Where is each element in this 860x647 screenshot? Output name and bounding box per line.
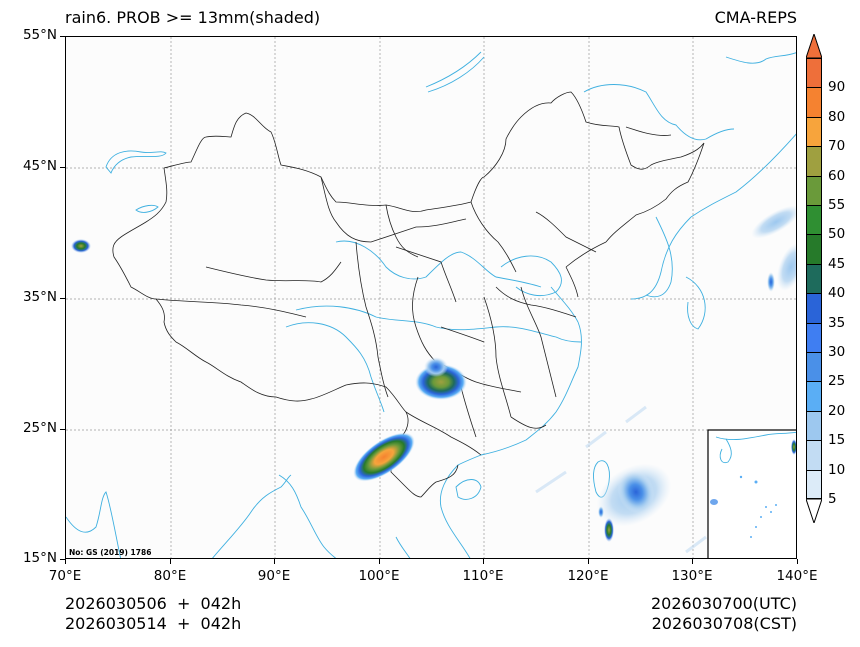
init-time-block: 2026030506 + 042h 2026030514 + 042h <box>65 594 241 634</box>
colorbar-level-label: 90 <box>828 79 846 96</box>
y-tick-mark <box>60 298 65 299</box>
borders <box>112 91 705 498</box>
valid-time-block: 2026030700(UTC) 2026030708(CST) <box>651 594 797 634</box>
model-name: CMA-REPS <box>714 8 797 27</box>
colorbar-segment <box>806 293 822 323</box>
south-china-sea-inset <box>707 429 796 558</box>
colorbar-segment <box>806 469 822 499</box>
colorbar-level-label: 5 <box>828 491 837 507</box>
colorbar-segment <box>806 381 822 411</box>
colorbar-level-label: 45 <box>828 255 846 272</box>
x-tick-label: 70°E <box>48 568 82 584</box>
colorbar-max-extend-arrow <box>806 34 822 58</box>
x-tick-label: 110°E <box>462 568 504 584</box>
x-tick-label: 90°E <box>257 568 291 584</box>
y-tick-mark <box>60 429 65 430</box>
colorbar-segment <box>806 322 822 352</box>
init-time-utc: 2026030506 + 042h <box>65 594 242 613</box>
colorbar-min-extend-arrow <box>806 499 822 523</box>
map-approval-credit: No: GS (2019) 1786 <box>69 548 152 557</box>
colorbar-segment <box>806 234 822 264</box>
coastlines-rivers <box>66 51 796 558</box>
x-tick-mark <box>379 559 380 564</box>
colorbar-segment <box>806 263 822 294</box>
x-tick-label: 80°E <box>153 568 187 584</box>
precip-shading <box>71 205 796 554</box>
colorbar-level-label: 80 <box>828 108 846 125</box>
y-tick-mark <box>60 559 65 560</box>
x-tick-label: 140°E <box>776 568 818 584</box>
colorbar-level-label: 40 <box>828 285 846 302</box>
colorbar-level-label: 10 <box>828 461 846 478</box>
x-tick-mark <box>692 559 693 564</box>
x-tick-mark <box>274 559 275 564</box>
colorbar-segment <box>806 146 822 176</box>
colorbar-level-label: 55 <box>828 197 846 213</box>
colorbar-level-label: 50 <box>828 226 846 243</box>
map-plot-area <box>65 36 797 559</box>
y-tick-mark <box>60 36 65 37</box>
colorbar-segment <box>806 87 822 117</box>
colorbar-level-label: 20 <box>828 402 846 419</box>
y-tick-label: 25°N <box>22 420 57 436</box>
colorbar-segment <box>806 205 822 235</box>
chart-title: rain6. PROB >= 13mm(shaded) <box>65 8 321 27</box>
x-tick-mark <box>797 559 798 564</box>
colorbar-segment <box>806 116 822 147</box>
colorbar-level-label: 60 <box>828 167 846 184</box>
y-tick-label: 15°N <box>22 550 57 566</box>
gridlines <box>66 37 796 558</box>
x-tick-mark <box>65 559 66 564</box>
colorbar-level-label: 35 <box>828 314 846 331</box>
map-canvas <box>66 37 796 558</box>
x-tick-mark <box>170 559 171 564</box>
x-tick-mark <box>483 559 484 564</box>
colorbar-segment <box>806 410 822 441</box>
colorbar-segment <box>806 58 822 88</box>
x-tick-mark <box>588 559 589 564</box>
colorbar-level-label: 25 <box>828 373 846 390</box>
colorbar-level-label: 30 <box>828 344 846 360</box>
y-tick-label: 55°N <box>22 27 57 43</box>
colorbar-segment <box>806 352 822 382</box>
colorbar-segment <box>806 175 822 205</box>
valid-time-cst: 2026030708(CST) <box>651 614 797 633</box>
valid-time-utc: 2026030700(UTC) <box>651 594 797 613</box>
x-tick-label: 120°E <box>567 568 609 584</box>
y-tick-label: 35°N <box>22 289 57 305</box>
x-tick-label: 100°E <box>358 568 400 584</box>
colorbar-segment <box>806 440 822 470</box>
x-tick-label: 130°E <box>671 568 713 584</box>
colorbar-level-label: 70 <box>828 138 846 155</box>
colorbar-level-label: 15 <box>828 432 846 449</box>
y-tick-label: 45°N <box>22 158 57 174</box>
init-time-cst: 2026030514 + 042h <box>65 614 242 633</box>
y-tick-mark <box>60 167 65 168</box>
